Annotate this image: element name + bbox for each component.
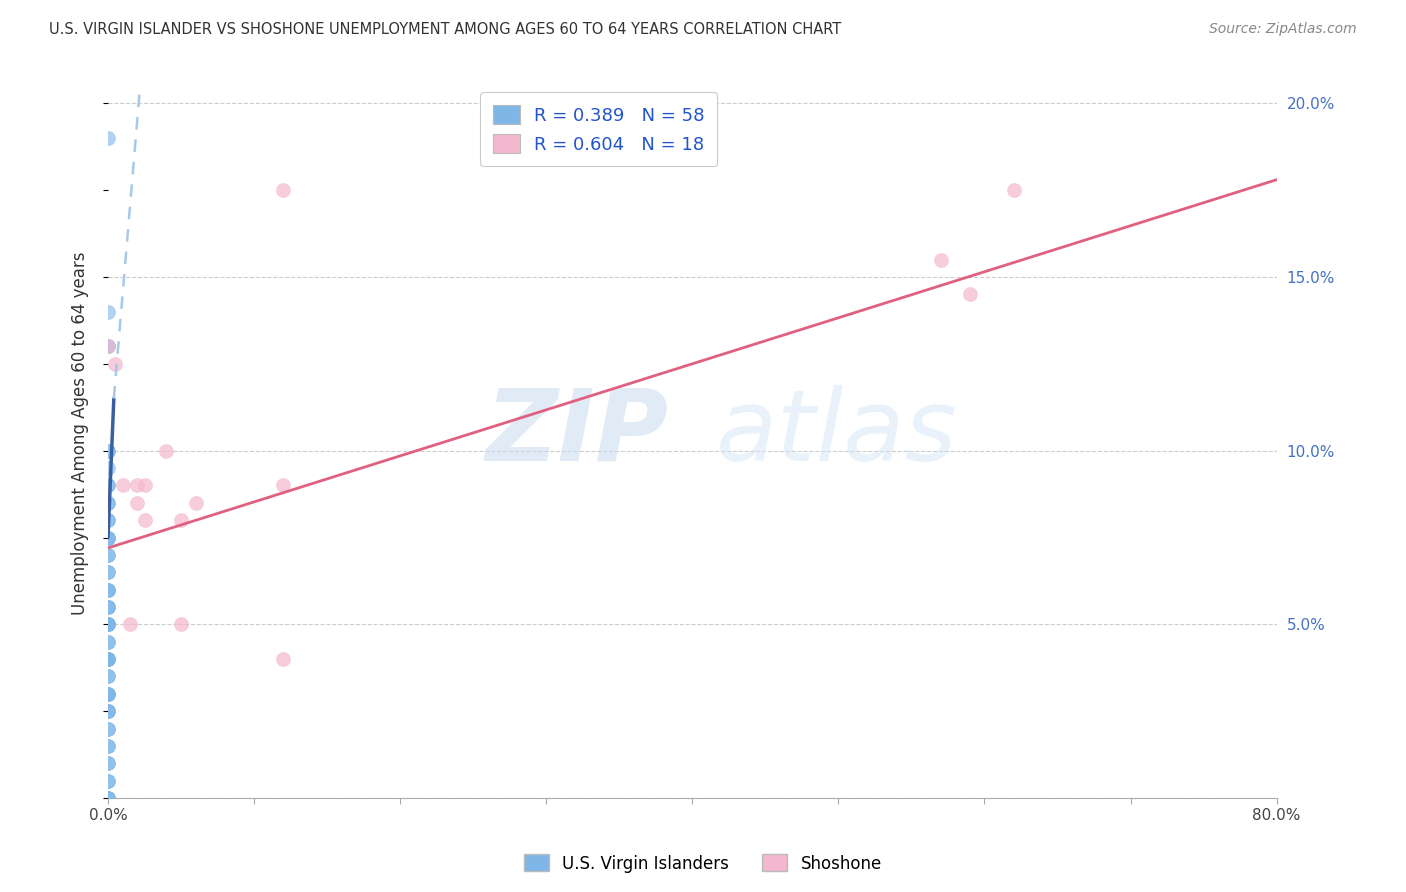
Point — [97, 548, 120, 562]
Point — [97, 652, 120, 666]
Point — [118, 617, 141, 632]
Point — [134, 478, 156, 492]
Point — [97, 669, 120, 683]
Text: Source: ZipAtlas.com: Source: ZipAtlas.com — [1209, 22, 1357, 37]
Point — [97, 461, 120, 475]
Point — [929, 252, 952, 267]
Point — [97, 773, 120, 788]
Point — [97, 617, 120, 632]
Point — [97, 704, 120, 718]
Point — [97, 531, 120, 545]
Point — [97, 617, 120, 632]
Point — [97, 339, 120, 353]
Point — [97, 582, 120, 597]
Point — [97, 617, 120, 632]
Point — [127, 478, 149, 492]
Text: ZIP: ZIP — [486, 384, 669, 482]
Point — [97, 513, 120, 527]
Point — [97, 617, 120, 632]
Point — [97, 443, 120, 458]
Point — [97, 634, 120, 648]
Legend: U.S. Virgin Islanders, Shoshone: U.S. Virgin Islanders, Shoshone — [517, 847, 889, 880]
Legend: R = 0.389   N = 58, R = 0.604   N = 18: R = 0.389 N = 58, R = 0.604 N = 18 — [481, 92, 717, 166]
Point — [97, 599, 120, 614]
Point — [97, 687, 120, 701]
Point — [97, 531, 120, 545]
Point — [97, 478, 120, 492]
Point — [97, 478, 120, 492]
Point — [170, 513, 193, 527]
Point — [97, 339, 120, 353]
Point — [184, 496, 207, 510]
Point — [97, 548, 120, 562]
Point — [97, 566, 120, 580]
Point — [97, 669, 120, 683]
Point — [271, 183, 294, 197]
Point — [97, 739, 120, 753]
Point — [97, 687, 120, 701]
Point — [97, 617, 120, 632]
Point — [170, 617, 193, 632]
Point — [97, 566, 120, 580]
Point — [97, 756, 120, 771]
Point — [271, 478, 294, 492]
Point — [1002, 183, 1025, 197]
Text: atlas: atlas — [716, 384, 957, 482]
Text: U.S. VIRGIN ISLANDER VS SHOSHONE UNEMPLOYMENT AMONG AGES 60 TO 64 YEARS CORRELAT: U.S. VIRGIN ISLANDER VS SHOSHONE UNEMPLO… — [49, 22, 841, 37]
Point — [97, 704, 120, 718]
Point — [97, 652, 120, 666]
Point — [959, 287, 981, 301]
Point — [97, 791, 120, 805]
Point — [111, 478, 134, 492]
Point — [97, 687, 120, 701]
Point — [97, 304, 120, 318]
Point — [127, 496, 149, 510]
Point — [97, 652, 120, 666]
Point — [97, 599, 120, 614]
Point — [97, 722, 120, 736]
Point — [271, 652, 294, 666]
Point — [97, 756, 120, 771]
Point — [104, 357, 127, 371]
Point — [97, 791, 120, 805]
Point — [155, 443, 177, 458]
Point — [97, 443, 120, 458]
Point — [97, 339, 120, 353]
Point — [97, 704, 120, 718]
Point — [97, 739, 120, 753]
Point — [97, 531, 120, 545]
Point — [97, 773, 120, 788]
Point — [97, 513, 120, 527]
Point — [97, 687, 120, 701]
Point — [134, 513, 156, 527]
Point — [97, 131, 120, 145]
Y-axis label: Unemployment Among Ages 60 to 64 years: Unemployment Among Ages 60 to 64 years — [72, 252, 89, 615]
Point — [97, 599, 120, 614]
Point — [97, 652, 120, 666]
Point — [97, 634, 120, 648]
Point — [97, 652, 120, 666]
Point — [97, 582, 120, 597]
Point — [97, 582, 120, 597]
Point — [97, 496, 120, 510]
Point — [97, 791, 120, 805]
Point — [97, 722, 120, 736]
Point — [97, 496, 120, 510]
